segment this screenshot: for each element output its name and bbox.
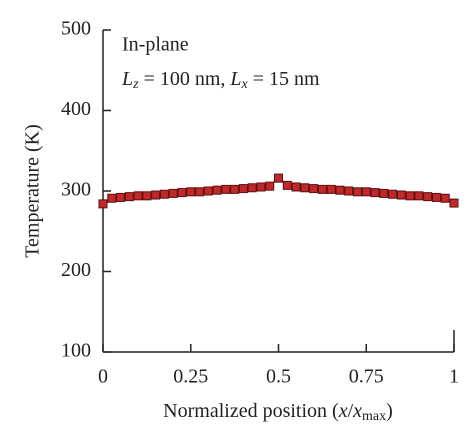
data-point — [414, 191, 424, 201]
data-point — [256, 182, 266, 192]
y-tick-label: 300 — [61, 179, 91, 201]
x-tick-label: 0 — [98, 366, 108, 388]
x-tick-label: 1 — [449, 366, 459, 388]
x-tick-label: 0.5 — [266, 366, 291, 388]
annotation-part: = 15 nm — [248, 68, 320, 90]
annotation-part: z — [132, 77, 139, 92]
data-point — [116, 192, 126, 202]
x-label-part: x — [352, 400, 362, 422]
data-point — [230, 184, 240, 194]
data-point — [344, 186, 354, 196]
data-point — [195, 187, 205, 197]
data-point — [405, 191, 415, 201]
annotation: In-plane — [122, 34, 189, 56]
data-point — [309, 184, 319, 194]
data-point — [431, 192, 441, 202]
annotation-part: = 100 nm, — [139, 68, 231, 90]
data-point — [326, 184, 336, 194]
annotation-part: L — [229, 68, 241, 90]
data-point — [440, 193, 450, 203]
data-point — [221, 184, 231, 194]
x-axis-label: Normalized position (x/xmax) — [163, 400, 393, 425]
data-point — [449, 198, 459, 208]
y-tick-label: 200 — [61, 259, 91, 281]
data-point — [388, 189, 398, 199]
annotation-part: L — [121, 68, 133, 90]
data-point — [151, 190, 161, 200]
data-point — [291, 182, 301, 192]
data-point — [282, 180, 292, 190]
y-tick-label: 100 — [61, 340, 91, 362]
annotation-part: x — [241, 77, 249, 92]
x-label-part: / — [348, 400, 354, 422]
data-point — [300, 183, 310, 193]
data-point — [98, 199, 108, 209]
data-point — [396, 190, 406, 200]
x-label-part: Normalized position ( — [163, 400, 339, 422]
data-point — [247, 183, 257, 193]
data-point — [265, 181, 275, 191]
annotation-params: Lz = 100 nm, Lx = 15 nm — [121, 68, 320, 93]
data-point — [133, 191, 143, 201]
data-point — [107, 193, 117, 203]
data-point — [423, 192, 433, 202]
x-tick-label: 0.75 — [349, 366, 384, 388]
y-axis-label: Temperature (K) — [22, 124, 44, 258]
x-label-part: x — [338, 400, 348, 422]
data-point — [186, 187, 196, 197]
x-label-part: ) — [386, 400, 393, 422]
data-point — [124, 192, 134, 202]
data-point — [335, 185, 345, 195]
y-tick-label: 500 — [61, 18, 91, 40]
data-point — [159, 189, 169, 199]
data-point — [203, 186, 213, 196]
y-tick-label: 400 — [61, 98, 91, 120]
x-tick-label: 0.25 — [173, 366, 208, 388]
data-point — [168, 188, 178, 198]
data-point — [212, 185, 222, 195]
x-label-part: max — [362, 409, 386, 424]
data-point — [379, 188, 389, 198]
data-point — [317, 184, 327, 194]
data-point — [370, 188, 380, 198]
data-point — [274, 173, 283, 183]
data-point — [238, 184, 248, 194]
data-point — [142, 191, 152, 201]
data-point — [361, 187, 371, 197]
data-point — [352, 187, 362, 197]
data-point — [177, 188, 187, 198]
